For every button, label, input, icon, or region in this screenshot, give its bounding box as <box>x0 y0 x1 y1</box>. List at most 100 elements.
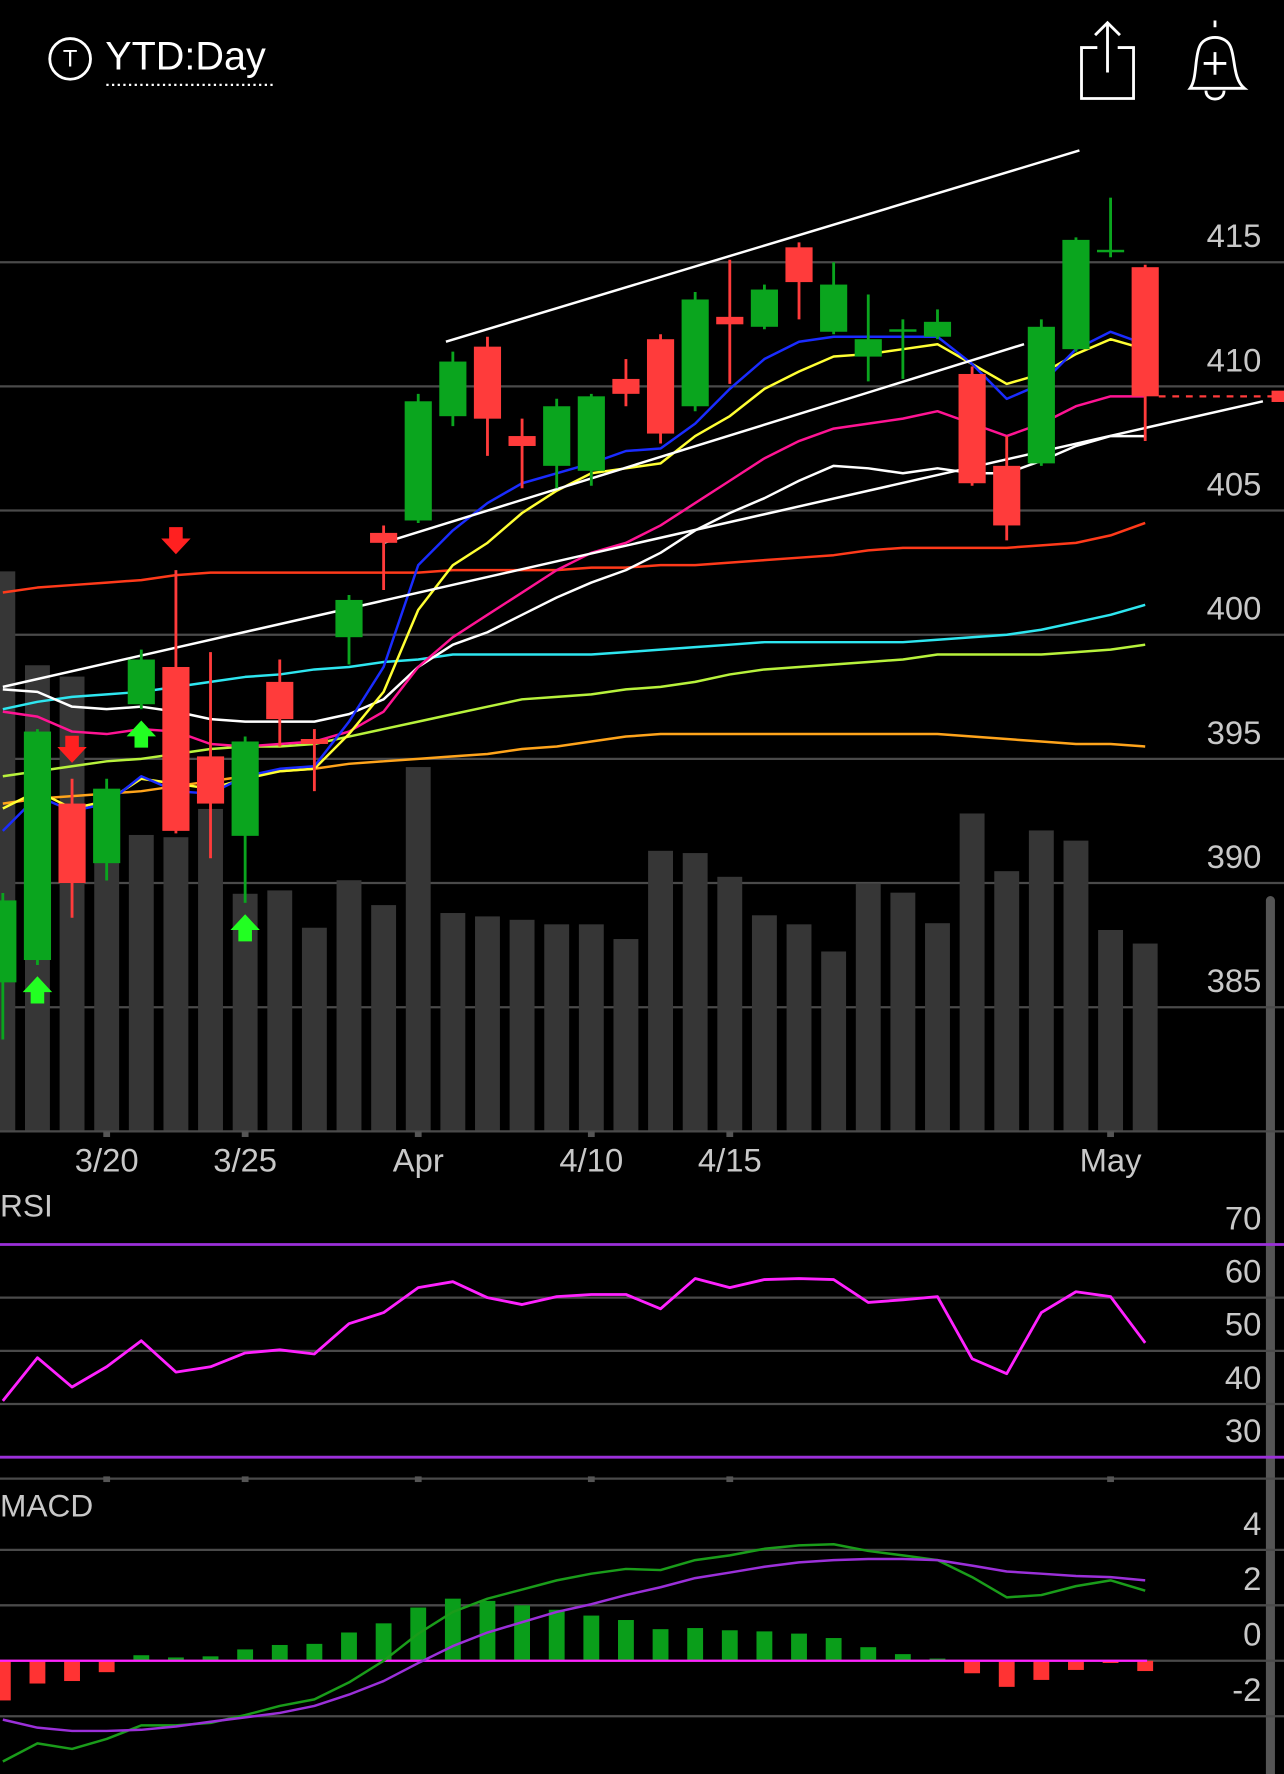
macd-histogram-bar <box>791 1633 807 1661</box>
macd-histogram-bar <box>202 1656 219 1661</box>
x-tick-mark <box>587 1131 595 1138</box>
share-arrow <box>1094 20 1121 73</box>
macd-histogram-bar <box>271 1644 288 1661</box>
macd-histogram-bar <box>237 1649 254 1661</box>
macd-histogram-bar <box>825 1638 842 1661</box>
x-tick-label: 4/15 <box>698 1142 762 1179</box>
y-tick-label: 30 <box>1225 1412 1261 1449</box>
macd-histogram-bar <box>29 1660 46 1684</box>
buy-arrow <box>230 914 260 942</box>
volume-bar <box>890 892 916 1132</box>
macd-histogram-bar <box>1033 1660 1050 1680</box>
y-tick-label: 405 <box>1207 465 1262 502</box>
macd-histogram-bar <box>964 1660 981 1674</box>
bell-icon <box>1187 20 1249 101</box>
y-tick-label: 60 <box>1225 1253 1261 1290</box>
candle-body <box>543 406 571 466</box>
x-tick-label: Apr <box>393 1142 444 1179</box>
candle-body <box>785 247 813 283</box>
volume-bar <box>128 834 154 1132</box>
timeframe-button[interactable]: YTD:Day <box>105 34 274 87</box>
x-tick-label: May <box>1080 1142 1143 1179</box>
candle-body <box>439 361 467 417</box>
y-tick-label: 50 <box>1225 1306 1261 1343</box>
volume-bar <box>440 913 466 1132</box>
y-tick-label: 410 <box>1207 341 1262 378</box>
candle-body <box>577 396 605 471</box>
macd-histogram-bar <box>1068 1660 1084 1670</box>
macd-histogram-bar <box>0 1660 11 1701</box>
y-tick-label: 4 <box>1243 1505 1261 1542</box>
panel-title: MACD <box>0 1487 93 1523</box>
x-tick-mark <box>414 1476 422 1483</box>
volume-bar <box>198 808 223 1132</box>
macd-histogram-bar <box>514 1605 531 1661</box>
candle-body <box>681 299 709 407</box>
macd-histogram-bar <box>894 1654 911 1661</box>
volume-bar <box>1028 830 1054 1132</box>
candle-body <box>1062 239 1090 350</box>
candle-body <box>716 316 744 325</box>
volume-bar <box>0 571 16 1132</box>
candle-body <box>335 599 363 638</box>
x-tick-label: 4/10 <box>559 1142 623 1179</box>
x-tick-label: 3/20 <box>75 1142 139 1179</box>
x-tick-mark <box>726 1131 734 1138</box>
volume-bar <box>267 890 293 1132</box>
candle-body <box>1131 267 1159 397</box>
candle-body <box>508 436 536 446</box>
x-tick-mark <box>241 1476 249 1483</box>
volume-bar <box>1098 929 1124 1132</box>
candle-body <box>266 681 294 720</box>
volume-bar <box>578 924 604 1132</box>
candle-body <box>854 339 882 357</box>
trend-line <box>445 149 1080 343</box>
panel-title: RSI <box>0 1188 53 1224</box>
volume-bar <box>301 927 327 1132</box>
x-tick-mark <box>103 1476 111 1483</box>
macd-histogram-bar <box>444 1598 461 1661</box>
candle-body <box>820 284 848 332</box>
rsi-line <box>1 1277 1147 1402</box>
volume-bar <box>821 951 847 1132</box>
candle-body <box>404 401 432 521</box>
ticker-button[interactable]: T <box>48 37 92 81</box>
macd-histogram-bar <box>375 1623 392 1661</box>
macd-histogram-bar <box>998 1660 1015 1687</box>
macd-histogram-bar <box>341 1632 357 1661</box>
y-tick-label: 70 <box>1225 1199 1261 1236</box>
candle-body <box>473 346 502 419</box>
volume-bar <box>855 883 881 1132</box>
moving-average-line <box>2 395 1146 748</box>
share-box <box>1080 46 1135 100</box>
macd-histogram-bar <box>618 1620 634 1661</box>
volume-bar <box>544 924 570 1132</box>
volume-bar <box>475 916 500 1132</box>
candle-body <box>750 289 778 327</box>
candle-body <box>196 756 225 804</box>
volume-bar <box>613 939 639 1132</box>
y-tick-label: 385 <box>1207 962 1262 999</box>
x-tick-mark <box>241 1131 249 1138</box>
ticker-icon <box>48 37 92 81</box>
moving-average-line <box>1 330 1146 832</box>
macd-histogram-bar <box>860 1647 877 1661</box>
y-tick-label: 415 <box>1207 217 1262 254</box>
macd-histogram-bar <box>687 1628 704 1661</box>
volume-bar <box>786 924 812 1132</box>
x-tick-mark <box>414 1131 422 1138</box>
share-button[interactable] <box>1080 20 1135 100</box>
bell-plus <box>1203 52 1227 75</box>
macd-histogram-bar <box>479 1600 496 1661</box>
moving-average-line <box>2 337 1146 810</box>
volume-bar <box>751 915 777 1132</box>
alert-button[interactable] <box>1187 20 1249 101</box>
timeframe-label: YTD:Day <box>105 34 266 78</box>
volume-bar <box>1132 943 1158 1132</box>
x-tick-mark <box>726 1476 734 1483</box>
volume-bar <box>405 767 431 1132</box>
moving-average-line <box>2 732 1146 805</box>
y-tick-label: 0 <box>1243 1616 1261 1653</box>
